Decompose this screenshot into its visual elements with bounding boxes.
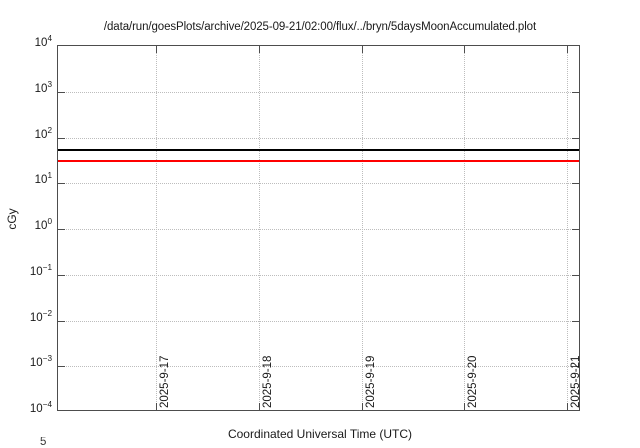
gridline-vertical — [361, 46, 363, 410]
x-axis-tick — [258, 46, 260, 53]
y-axis-tick-label: 100 — [34, 217, 52, 232]
y-axis-tick — [572, 91, 579, 93]
x-axis-tick — [361, 403, 363, 410]
y-axis-tick — [572, 366, 579, 368]
y-axis-tick — [58, 366, 65, 368]
gridline-vertical — [567, 46, 569, 410]
gridline-horizontal — [58, 137, 579, 139]
y-axis-tick — [572, 183, 579, 185]
x-axis-tick-label: 2025-9-17 — [159, 355, 171, 408]
y-axis-tick-label: 10−4 — [29, 400, 52, 415]
x-axis-tick-label: 2025-9-18 — [261, 355, 274, 408]
y-axis-tick-label: 10−2 — [29, 308, 52, 324]
x-axis-title: Coordinated Universal Time (UTC) — [227, 427, 413, 441]
x-axis-tick — [156, 46, 157, 53]
x-axis-tick-label: 2025-9-20 — [467, 355, 480, 408]
plot-area — [57, 45, 580, 411]
series-line-black-threshold — [58, 148, 579, 151]
x-axis-tick — [464, 403, 466, 410]
y-axis-tick-label: 10−3 — [29, 354, 52, 370]
x-axis-tick-label: 2025-9-21 — [570, 355, 583, 408]
y-axis-title: cGy — [5, 208, 19, 230]
gridline-horizontal — [58, 229, 579, 230]
clipped-text-fragment: 5 — [40, 437, 47, 448]
y-axis-tick-label: 103 — [34, 79, 52, 95]
y-axis-tick — [572, 137, 579, 139]
gridline-horizontal — [58, 366, 579, 368]
gridline-horizontal — [58, 183, 579, 185]
y-axis-tick-label: 10−1 — [29, 262, 52, 278]
series-line-red-threshold — [58, 159, 579, 162]
y-axis-tick — [58, 320, 65, 322]
y-axis-tick — [58, 274, 65, 276]
x-axis-tick-label: 2025-9-19 — [364, 355, 377, 408]
y-axis-tick — [572, 320, 579, 322]
x-axis-tick — [567, 403, 569, 410]
x-axis-tick — [156, 403, 157, 410]
gridline-vertical — [258, 46, 260, 410]
y-axis-tick — [572, 274, 579, 276]
gridline-horizontal — [58, 91, 579, 93]
x-axis-tick — [567, 46, 569, 53]
y-axis-tick-label: 104 — [34, 34, 52, 49]
y-axis-tick-label: 101 — [34, 171, 52, 187]
gridline-horizontal — [58, 320, 579, 322]
y-axis-tick — [58, 183, 65, 185]
y-axis-tick-label: 102 — [34, 125, 52, 141]
chart-title: /data/run/goesPlots/archive/2025-09-21/0… — [103, 21, 537, 33]
y-axis-tick — [58, 91, 65, 93]
x-axis-tick — [361, 46, 363, 53]
y-axis-tick-label-group: 104 103 102 101 100 10−1 10−2 10−3 10−4 — [0, 35, 52, 415]
gridline-vertical — [156, 46, 157, 410]
y-axis-tick — [572, 229, 579, 230]
x-axis-tick — [258, 403, 260, 410]
x-axis-tick — [464, 46, 466, 53]
y-axis-tick — [58, 137, 65, 139]
gridline-horizontal — [58, 274, 579, 276]
y-axis-tick — [58, 229, 65, 230]
gridline-vertical — [464, 46, 466, 410]
